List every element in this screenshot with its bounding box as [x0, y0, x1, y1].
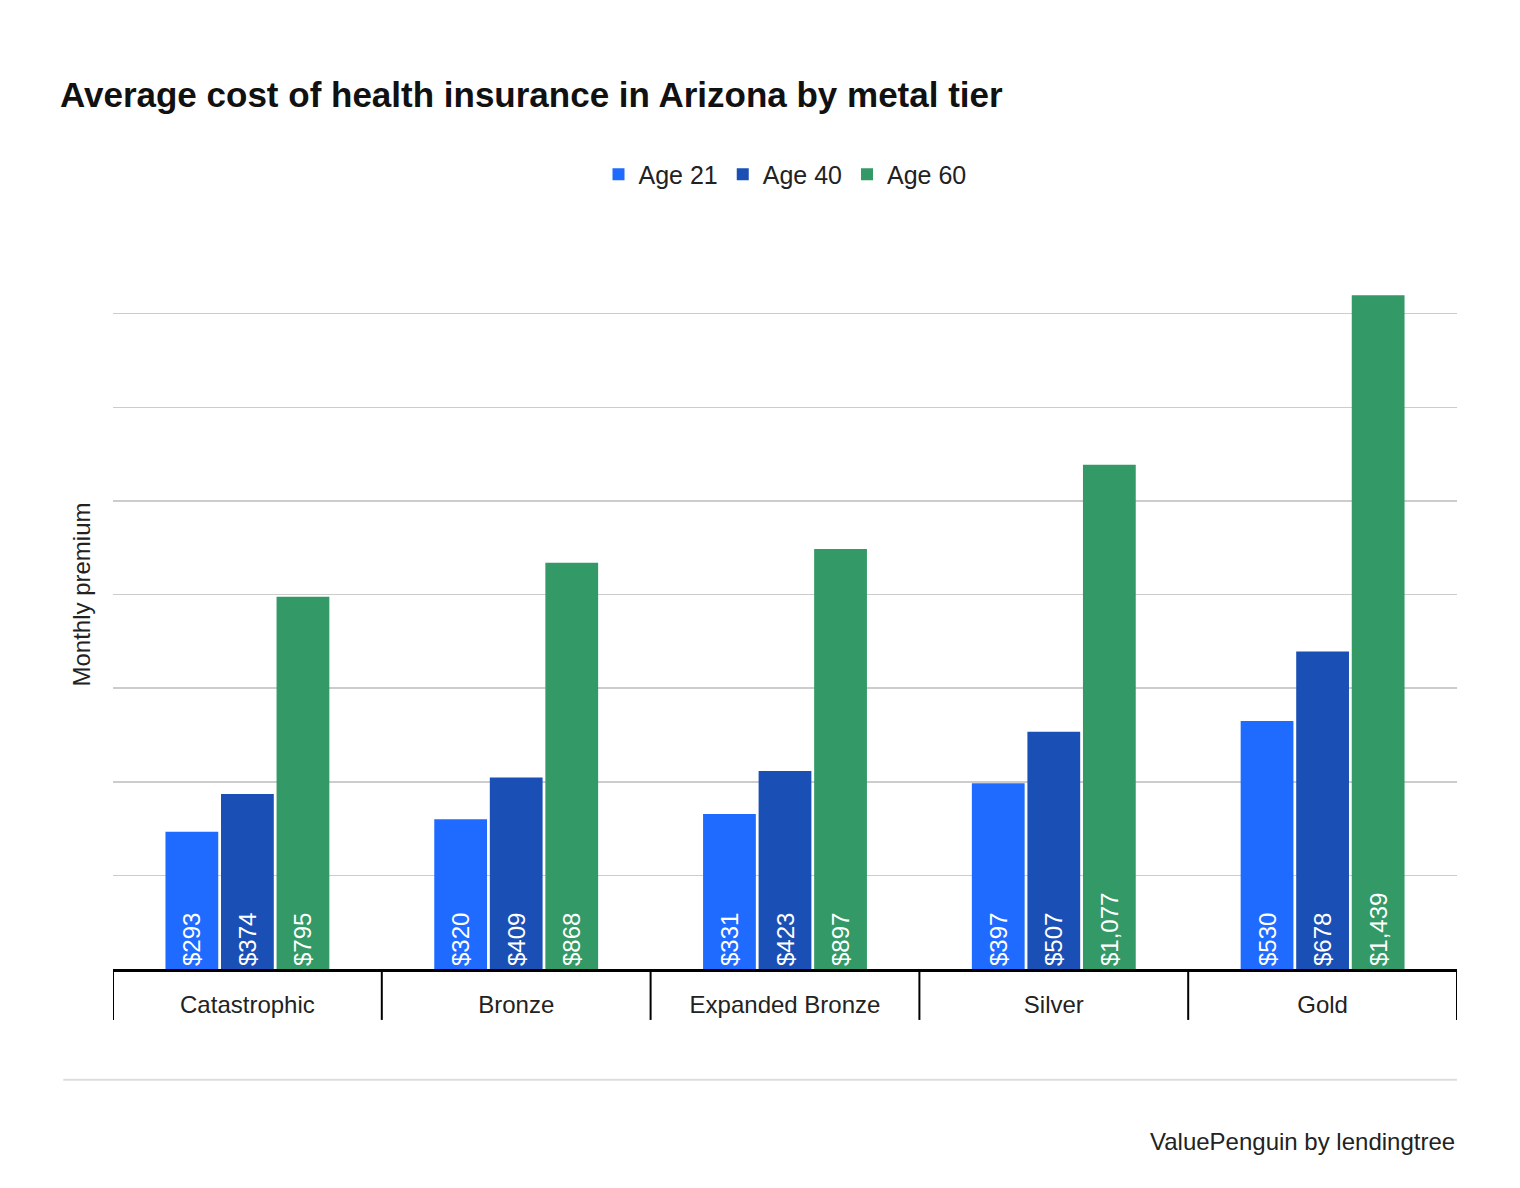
svg-text:ValuePenguin by lendingtree: ValuePenguin by lendingtree	[1150, 1128, 1455, 1155]
svg-text:$409: $409	[503, 913, 530, 966]
svg-text:$1,077: $1,077	[1096, 893, 1123, 966]
svg-text:$678: $678	[1309, 913, 1336, 966]
svg-text:$530: $530	[1254, 913, 1281, 966]
svg-text:$331: $331	[716, 913, 743, 966]
svg-text:Age 60: Age 60	[887, 161, 966, 189]
svg-text:Catastrophic: Catastrophic	[180, 991, 315, 1018]
svg-text:$397: $397	[985, 913, 1012, 966]
svg-text:Monthly premium: Monthly premium	[68, 502, 95, 686]
svg-text:$1,439: $1,439	[1365, 893, 1392, 966]
svg-text:$795: $795	[289, 913, 316, 966]
svg-text:$293: $293	[178, 913, 205, 966]
svg-text:$868: $868	[558, 913, 585, 966]
svg-text:Silver: Silver	[1024, 991, 1084, 1018]
svg-text:$507: $507	[1040, 913, 1067, 966]
svg-text:Average cost of health insuran: Average cost of health insurance in Ariz…	[60, 75, 1003, 114]
svg-text:Age 40: Age 40	[763, 161, 842, 189]
svg-text:$897: $897	[827, 913, 854, 966]
svg-text:Bronze: Bronze	[478, 991, 554, 1018]
svg-text:$374: $374	[234, 913, 261, 966]
svg-text:$423: $423	[772, 913, 799, 966]
svg-text:$320: $320	[447, 913, 474, 966]
svg-text:Expanded Bronze: Expanded Bronze	[690, 991, 881, 1018]
svg-text:Age 21: Age 21	[639, 161, 718, 189]
svg-text:Gold: Gold	[1297, 991, 1348, 1018]
